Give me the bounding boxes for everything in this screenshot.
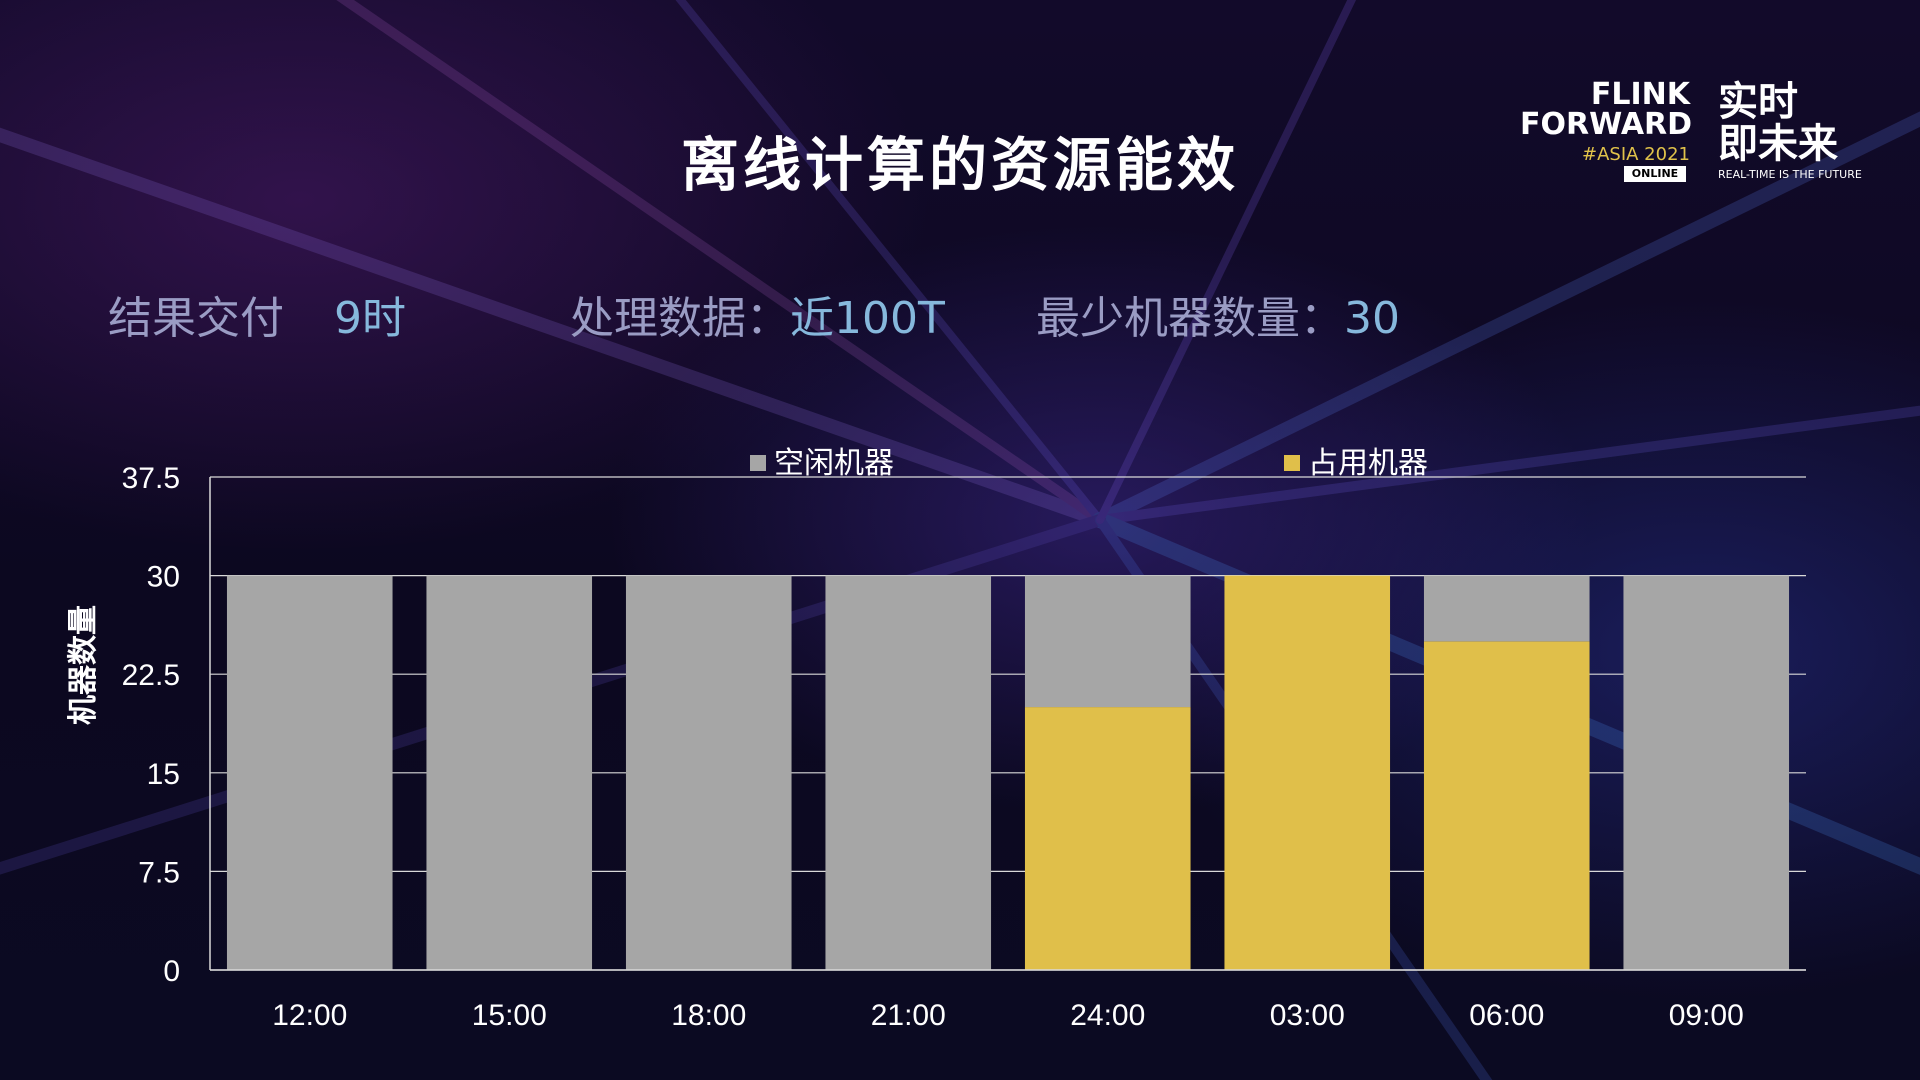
legend-label: 空闲机器 (774, 446, 894, 481)
y-tick-label: 0 (163, 955, 180, 988)
y-tick-label: 7.5 (138, 856, 180, 889)
bar-used (1423, 641, 1590, 970)
bar-idle (1024, 575, 1191, 708)
logo-wordmark: FLINK FORWARD (1520, 77, 1693, 142)
x-tick-label: 09:00 (1669, 999, 1744, 1032)
x-tick-label: 24:00 (1070, 999, 1145, 1032)
stat-value: 近100T (790, 293, 945, 344)
y-axis-label: 机器数量 (66, 605, 101, 725)
legend-label: 占用机器 (1308, 446, 1428, 481)
legend-swatch-used (1284, 455, 1300, 471)
x-tick-label: 12:00 (272, 999, 347, 1032)
x-tick-label: 03:00 (1270, 999, 1345, 1032)
stat-label: 最少机器数量： (1036, 293, 1344, 344)
y-tick-label: 15 (147, 758, 180, 791)
bar-used (1024, 707, 1191, 970)
x-tick-label: 15:00 (472, 999, 547, 1032)
stat-value: 9时 (334, 293, 406, 344)
y-tick-label: 30 (147, 561, 180, 594)
legend-item-idle: 空闲机器 (750, 438, 894, 482)
bar-idle (426, 575, 593, 970)
bar-idle (226, 575, 393, 970)
bar-idle (825, 575, 992, 970)
stat-label: 处理数据： (570, 293, 790, 344)
x-tick-label: 21:00 (871, 999, 946, 1032)
stat-delivery-time: 结果交付 9时 (108, 282, 406, 346)
logo-edition: #ASIA 2021 (1582, 144, 1690, 165)
y-tick-label: 22.5 (122, 659, 180, 692)
logo-tagline: REAL-TIME IS THE FUTURE (1718, 168, 1862, 181)
stat-data-volume: 处理数据：近100T (570, 282, 945, 346)
bar-idle (1423, 575, 1590, 642)
bar-idle (1623, 575, 1790, 970)
logo-online-badge: ONLINE (1624, 166, 1686, 182)
stat-min-machines: 最少机器数量：30 (1036, 282, 1400, 346)
x-tick-label: 18:00 (671, 999, 746, 1032)
legend-swatch-idle (750, 455, 766, 471)
legend-item-used: 占用机器 (1284, 438, 1428, 482)
bar-used (1224, 575, 1391, 970)
logo-cn-line1: 实时 (1718, 79, 1798, 125)
y-tick-label: 37.5 (122, 462, 180, 495)
stat-value: 30 (1344, 293, 1400, 344)
flink-forward-logo: FLINK FORWARD #ASIA 2021 ONLINE 实时 即未来 R… (1520, 68, 1862, 188)
stat-label: 结果交付 (108, 293, 284, 344)
bar-idle (625, 575, 792, 970)
page-title: 离线计算的资源能效 (680, 131, 1239, 199)
x-tick-label: 06:00 (1469, 999, 1544, 1032)
logo-cn-line2: 即未来 (1718, 121, 1838, 167)
